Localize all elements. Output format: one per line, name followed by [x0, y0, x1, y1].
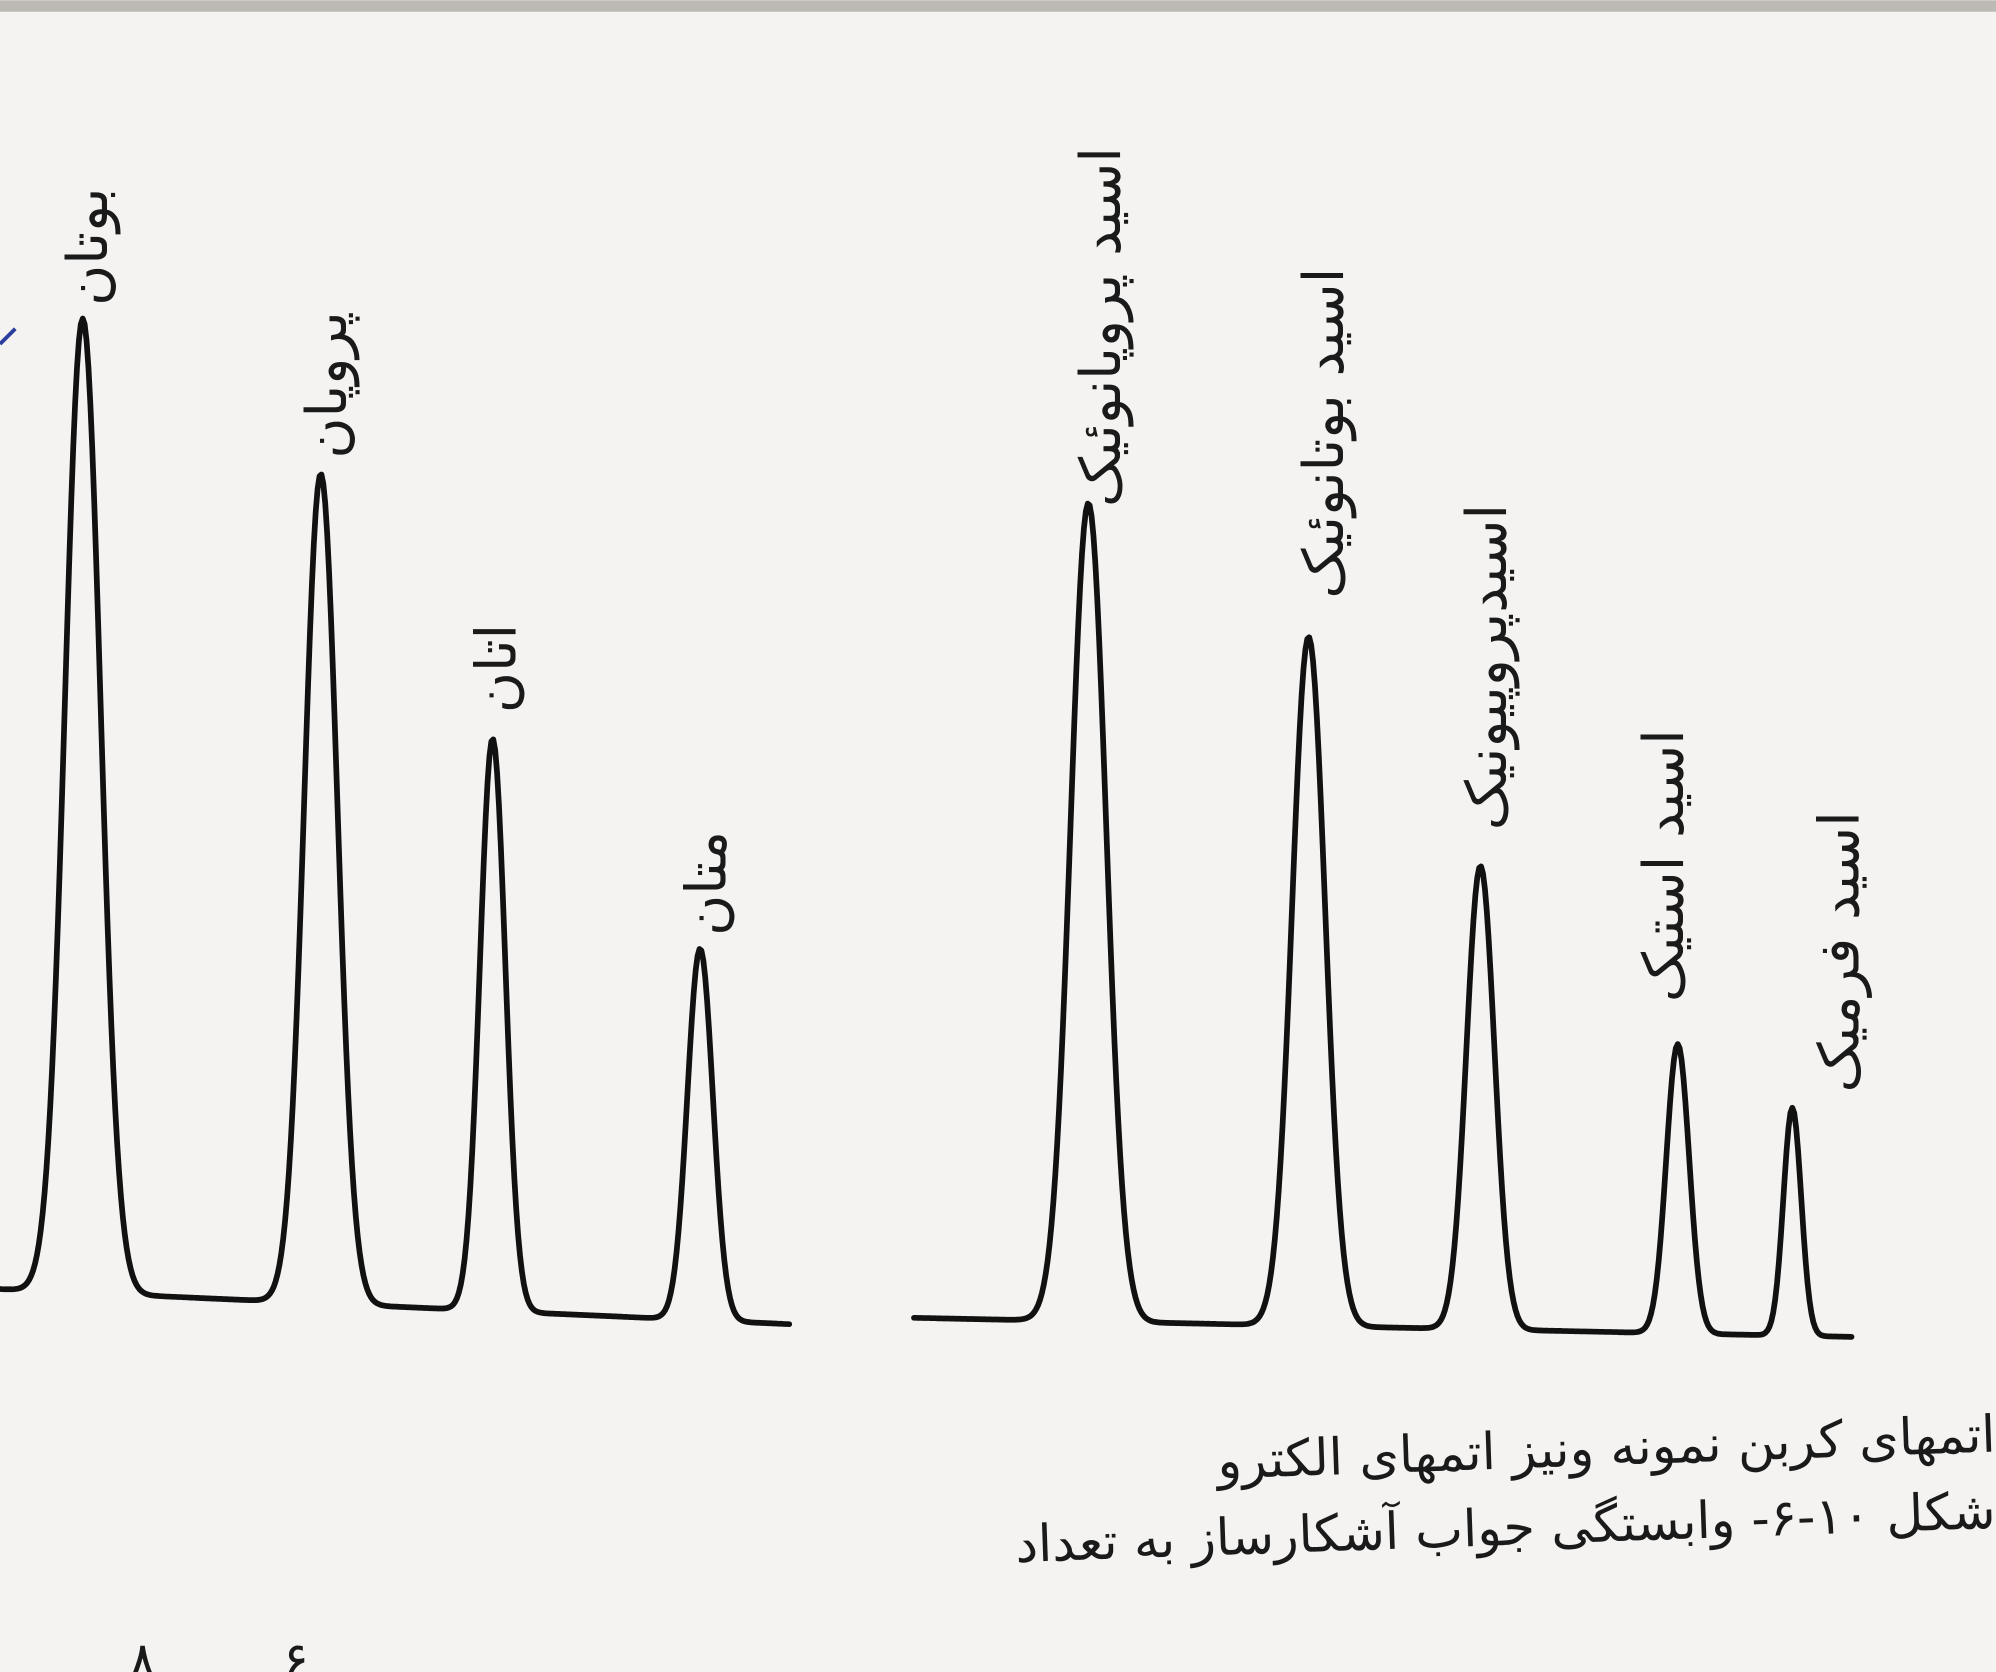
peak-label: اسیدپروپیونیک — [1455, 504, 1520, 830]
peak-label: اسید بوتانوئیک — [1292, 268, 1357, 599]
pen-mark — [0, 327, 17, 346]
peak-label: بوتان — [56, 188, 121, 306]
page-digit: ۶ — [282, 1632, 309, 1672]
page-edge — [0, 0, 1996, 12]
peak-labels: بوتان پروپان اتان متان اسید پروپانوئیک اسید ب… — [56, 147, 1873, 1092]
peak-label: متان — [675, 831, 740, 936]
chromatogram-trace — [911, 500, 1855, 1340]
peak-label: پروپان — [295, 311, 360, 458]
page-digit: ۸ — [129, 1632, 156, 1672]
chromatogram-trace — [0, 315, 793, 1328]
peak-label: اسید استیک — [1632, 729, 1697, 1002]
chromatograms — [0, 315, 1855, 1340]
peak-label: اتان — [465, 624, 530, 713]
peak-label: اسید پروپانوئیک — [1069, 147, 1134, 507]
peak-label: اسید فرمیک — [1808, 811, 1873, 1092]
